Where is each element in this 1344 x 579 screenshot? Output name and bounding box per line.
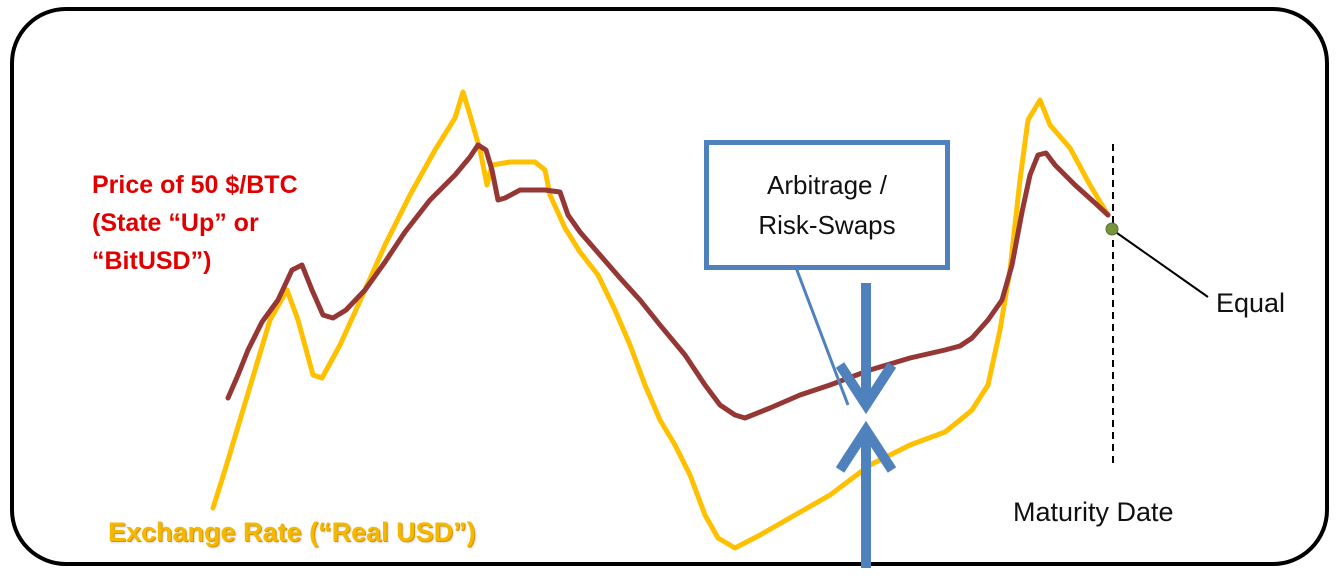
arbitrage-label-line-1: Arbitrage / (767, 170, 887, 200)
rounded-frame (10, 7, 1329, 566)
bitusd-label: Price of 50 $/BTC (State “Up” or “BitUSD… (92, 166, 298, 280)
bitusd-curve (225, 142, 1111, 421)
arrow-down-icon (835, 283, 897, 415)
equal-point (1105, 222, 1119, 236)
equal-pointer-line (1116, 232, 1209, 298)
callout-pointer-line (793, 264, 850, 406)
equal-label: Equal (1216, 288, 1286, 318)
bitusd-label-line-3: “BitUSD”) (92, 247, 212, 275)
arbitrage-label-line-2: Risk-Swaps (758, 210, 896, 240)
real-usd-label: Exchange Rate (“Real USD”) (108, 517, 476, 547)
bitusd-label-line-2: (State “Up” or (92, 209, 259, 237)
arbitrage-callout-box: Arbitrage / Risk-Swaps (704, 140, 950, 270)
bitusd-label-line-1: Price of 50 $/BTC (92, 171, 298, 199)
maturity-date-label: Maturity Date (1013, 497, 1174, 527)
arrow-up-icon (835, 420, 897, 568)
real-usd-curve (210, 89, 1111, 551)
